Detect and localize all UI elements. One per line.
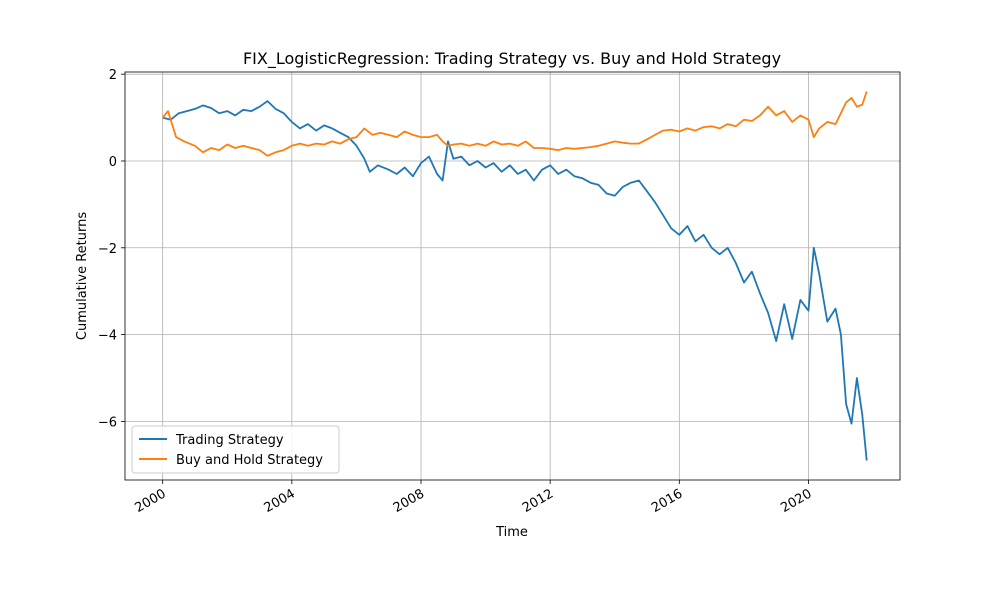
series-line-trading-strategy	[162, 100, 868, 461]
y-tick-label: −6	[98, 415, 117, 430]
legend-label-buy-and-hold: Buy and Hold Strategy	[176, 453, 323, 468]
legend-label-trading: Trading Strategy	[175, 433, 284, 448]
x-axis-label: Time	[495, 525, 528, 540]
legend: Trading Strategy Buy and Hold Strategy	[131, 425, 340, 474]
chart-title: FIX_LogisticRegression: Trading Strategy…	[243, 49, 781, 69]
y-axis-label: Cumulative Returns	[75, 212, 90, 340]
series-line-buy-and-hold	[162, 91, 868, 157]
y-axis: 2 0 −2 −4 −6	[98, 68, 125, 430]
plot-frame	[124, 71, 901, 481]
y-tick-label: 2	[109, 68, 117, 83]
series-layer	[162, 91, 868, 461]
y-tick-label: −2	[98, 242, 117, 257]
legend-box	[131, 425, 340, 474]
y-tick-label: −4	[98, 329, 117, 344]
grid	[125, 72, 900, 480]
y-tick-label: 0	[109, 155, 117, 170]
